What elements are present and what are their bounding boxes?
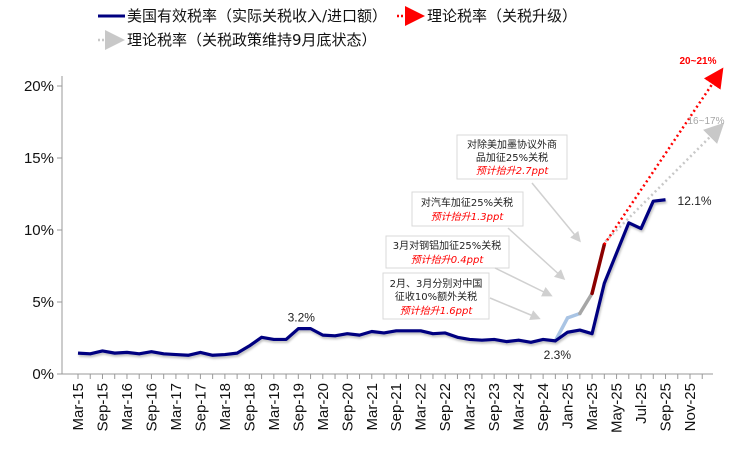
projection-label-escalation: 20~21% (680, 56, 717, 67)
x-tick-label: Mar-21 (364, 383, 381, 431)
annotation-text: 2月、3月分别对中国 (390, 277, 483, 290)
projection-label-hold: 16~17% (688, 116, 725, 127)
y-tick-label: 20% (24, 78, 54, 95)
data-label-dec-2024: 2.3% (544, 348, 572, 362)
x-tick-label: Sep-22 (437, 383, 454, 431)
x-tick-label: Sep-18 (241, 383, 258, 431)
x-tick-label: Sep-24 (535, 383, 552, 431)
x-tick-label: Mar-19 (266, 383, 283, 431)
x-tick-label: Sep-21 (388, 383, 405, 431)
y-tick-label: 10% (24, 222, 54, 239)
data-label-peak-2019: 3.2% (288, 311, 316, 325)
x-tick-label: Sep-25 (658, 383, 675, 431)
legend: 美国有效税率（实际关税收入/进口额） 理论税率（关税升级） 理论税率（关税政策维… (98, 6, 577, 50)
x-tick-label: Mar-23 (462, 383, 479, 431)
annotation-china: 2月、3月分别对中国 征收10%额外关税 预计抬升1.6ppt (382, 272, 541, 320)
projection-escalation-line (603, 67, 724, 246)
annotation-text: 对汽车加征25%关税 (421, 196, 513, 209)
legend-label-escalation: 理论税率（关税升级） (427, 7, 577, 25)
x-tick-label: Nov-25 (682, 383, 699, 431)
x-tick-label: Mar-20 (315, 383, 332, 431)
x-tick-label: Sep-15 (94, 383, 111, 431)
x-tick-label: Sep-16 (143, 383, 160, 431)
x-tick-label: Sep-19 (290, 383, 307, 431)
theoretical-rate-segment (590, 242, 607, 296)
annotation-steel: 3月对钢铝加征25%关税 预计抬升0.4ppt (385, 235, 553, 297)
x-tick-label: Sep-17 (192, 383, 209, 431)
x-tick-label: Mar-25 (584, 383, 601, 431)
theoretical-rate-segment (553, 316, 570, 343)
theoretical-rate-segment (565, 311, 582, 320)
x-tick-label: Mar-17 (168, 383, 185, 431)
annotation-autos: 对汽车加征25%关税 预计抬升1.3ppt (411, 191, 566, 281)
annotation-arrow (494, 267, 553, 297)
x-tick-label: Jan-25 (560, 383, 577, 429)
x-tick-label: Mar-15 (70, 383, 87, 431)
annotation-note: 预计抬升2.7ppt (476, 165, 550, 177)
y-tick-label: 5% (32, 294, 54, 311)
x-tick-label: Mar-18 (217, 383, 234, 431)
annotation-arrow (507, 227, 566, 281)
annotation-text: 征收10%额外关税 (395, 290, 477, 303)
annotation-text: 品加征25%关税 (476, 151, 548, 164)
x-tick-label: May-25 (609, 383, 626, 433)
legend-label-effective: 美国有效税率（实际关税收入/进口额） (127, 7, 387, 25)
x-tick-label: Mar-24 (511, 383, 528, 431)
x-tick-label: Jul-25 (633, 383, 650, 424)
data-label-latest: 12.1% (678, 194, 712, 208)
annotation-text: 3月对钢铝加征25%关税 (393, 239, 502, 252)
annotation-arrow (531, 182, 581, 243)
y-tick-label: 0% (32, 366, 54, 383)
annotation-note: 预计抬升0.4ppt (411, 254, 485, 266)
annotation-mx-ca: 对除美加墨协议外商 品加征25%关税 预计抬升2.7ppt (456, 134, 581, 243)
x-tick-label: Mar-22 (413, 383, 430, 431)
effective-rate-line (77, 198, 666, 357)
x-tick-label: Sep-23 (486, 383, 503, 431)
annotation-note: 预计抬升1.6ppt (400, 305, 474, 317)
x-tick-label: Sep-20 (339, 383, 356, 431)
annotation-note: 预计抬升1.3ppt (431, 211, 505, 223)
annotation-text: 对除美加墨协议外商 (467, 138, 557, 151)
annotation-arrow (489, 297, 541, 320)
theoretical-rate-segment (578, 291, 594, 316)
x-tick-label: Mar-16 (119, 383, 136, 431)
projection-hold-line (604, 122, 725, 243)
y-tick-label: 15% (24, 150, 54, 167)
legend-label-hold: 理论税率（关税政策维持9月底状态） (127, 31, 377, 49)
